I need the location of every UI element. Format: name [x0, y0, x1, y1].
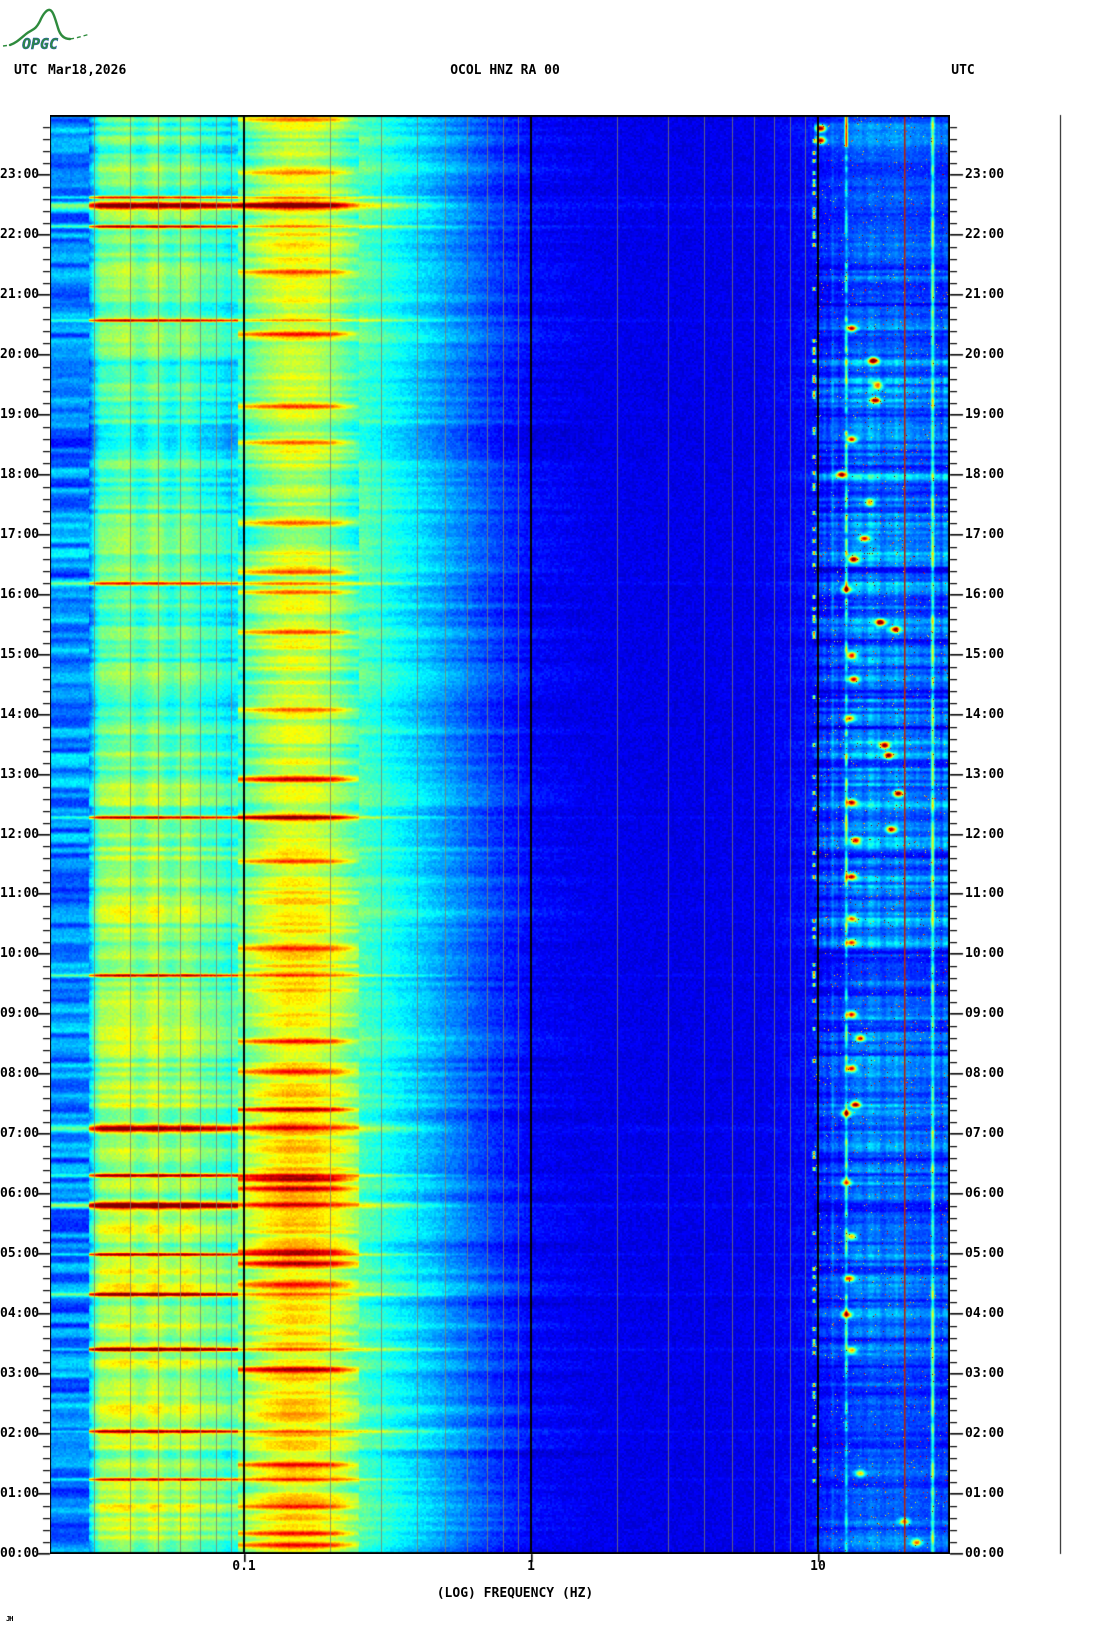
time-label-right: 03:00	[965, 1366, 1005, 1382]
time-label-right: 20:00	[965, 346, 1005, 362]
time-label-right: 11:00	[965, 886, 1005, 902]
time-label-left: 19:00	[0, 406, 40, 422]
time-label-left: 11:00	[0, 886, 40, 902]
time-label-left: 06:00	[0, 1186, 40, 1202]
time-label-left: 02:00	[0, 1426, 40, 1442]
time-label-left: 14:00	[0, 706, 40, 722]
time-label-left: 03:00	[0, 1366, 40, 1382]
freq-tick-label: 0.1	[232, 1559, 256, 1574]
spectrogram-heatmap	[50, 115, 950, 1554]
x-axis-title: (LOG) FREQUENCY (HZ)	[436, 1586, 594, 1601]
time-label-left: 04:00	[0, 1306, 40, 1322]
freq-tick-label: 1	[527, 1559, 535, 1574]
time-label-left: 21:00	[0, 286, 40, 302]
time-label-right: 10:00	[965, 946, 1005, 962]
time-label-left: 07:00	[0, 1126, 40, 1142]
time-label-left: 09:00	[0, 1006, 40, 1022]
time-label-right: 21:00	[965, 286, 1005, 302]
time-label-left: 13:00	[0, 766, 40, 782]
time-label-left: 23:00	[0, 166, 40, 182]
time-label-right: 00:00	[965, 1546, 1005, 1561]
time-label-left: 17:00	[0, 526, 40, 542]
time-label-right: 04:00	[965, 1306, 1005, 1322]
signature-mark: JH	[6, 1615, 14, 1623]
time-label-right: 01:00	[965, 1486, 1005, 1502]
time-label-right: 02:00	[965, 1426, 1005, 1442]
time-label-right: 19:00	[965, 406, 1005, 422]
time-label-right: 07:00	[965, 1126, 1005, 1142]
freq-tick-label: 10	[810, 1559, 826, 1574]
time-label-right: 17:00	[965, 526, 1005, 542]
time-label-right: 16:00	[965, 586, 1005, 602]
time-label-right: 15:00	[965, 646, 1005, 662]
time-label-left: 01:00	[0, 1486, 40, 1502]
time-label-left: 15:00	[0, 646, 40, 662]
time-label-right: 09:00	[965, 1006, 1005, 1022]
time-label-left: 18:00	[0, 466, 40, 482]
time-label-right: 05:00	[965, 1246, 1005, 1262]
time-label-left: 20:00	[0, 346, 40, 362]
time-label-left: 10:00	[0, 946, 40, 962]
time-label-right: 14:00	[965, 706, 1005, 722]
time-label-right: 12:00	[965, 826, 1005, 842]
time-label-left: 08:00	[0, 1066, 40, 1082]
time-label-right: 06:00	[965, 1186, 1005, 1202]
time-label-left: 12:00	[0, 826, 40, 842]
time-label-right: 08:00	[965, 1066, 1005, 1082]
time-label-right: 18:00	[965, 466, 1005, 482]
time-label-right: 13:00	[965, 766, 1005, 782]
time-label-left: 22:00	[0, 226, 40, 242]
time-label-left: 16:00	[0, 586, 40, 602]
time-label-left: 00:00	[0, 1546, 40, 1561]
time-label-left: 05:00	[0, 1246, 40, 1262]
time-label-right: 22:00	[965, 226, 1005, 242]
time-label-right: 23:00	[965, 166, 1005, 182]
